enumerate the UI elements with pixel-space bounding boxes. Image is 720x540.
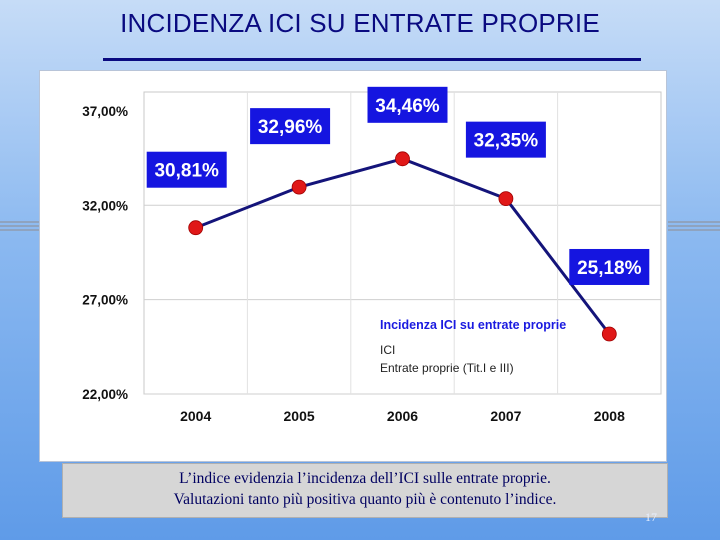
y-tick-label: 32,00% [82, 198, 128, 213]
x-tick-label: 2004 [180, 408, 211, 424]
y-tick-label: 22,00% [82, 387, 128, 402]
chart-frame: 37,00% 32,00% 27,00% 22,00% 2004 2005 2006 200… [40, 71, 666, 461]
data-label-text: 30,81% [154, 161, 219, 182]
y-tick-label: 37,00% [82, 104, 128, 119]
caption-line-2: Valutazioni tanto più positiva quanto pi… [173, 491, 557, 508]
caption-line-1: L’indice evidenzia l’incidenza dell’ICI … [179, 470, 551, 487]
plot-area [143, 91, 662, 395]
data-point-marker [291, 179, 307, 195]
x-tick-label: 2008 [594, 408, 625, 424]
data-label-text: 34,46% [375, 96, 440, 117]
data-point-marker [395, 151, 410, 167]
data-label-box [367, 86, 448, 123]
x-tick-label: 2007 [490, 408, 521, 424]
series-markers [188, 151, 617, 342]
title-underline [103, 58, 641, 61]
data-label-box [146, 151, 227, 188]
data-label-box [465, 121, 546, 158]
gridlines [144, 92, 661, 395]
caption-box: L’indice evidenzia l’incidenza dell’ICI … [62, 463, 668, 518]
legend-line-2: Entrate proprie (Tit.I e III) [380, 361, 514, 375]
data-label: 34,46% [367, 86, 448, 123]
legend-title: Incidenza ICI su entrate proprie [380, 318, 566, 332]
data-label-text: 25,18% [577, 258, 642, 279]
data-label-text: 32,35% [474, 131, 539, 152]
x-axis-tick-labels: 2004 2005 2006 2007 2008 [180, 408, 625, 424]
y-tick-label: 27,00% [82, 293, 128, 308]
data-label-box [250, 108, 331, 145]
data-labels: 30,81% 32,96% 34,46% 32,35% 25,18% [146, 86, 650, 285]
data-label: 32,96% [250, 108, 331, 145]
data-label: 32,35% [465, 121, 546, 158]
data-label: 25,18% [569, 248, 650, 285]
data-label-box [569, 248, 650, 285]
x-tick-label: 2005 [284, 408, 315, 424]
left-decorative-lines [0, 221, 40, 235]
x-tick-label: 2006 [387, 408, 418, 424]
data-point-marker [601, 326, 617, 342]
page-number: 17 [645, 510, 657, 524]
slide-title: INCIDENZA ICI SU ENTRATE PROPRIE [120, 8, 600, 38]
incidence-line-chart: 37,00%32,00%27,00%22,00% 2004 2005 2006 200… [82, 86, 662, 424]
legend-line-1: ICI [380, 343, 395, 357]
data-label-text: 32,96% [258, 117, 323, 138]
legend: Incidenza ICI su entrate proprie ICI Ent… [380, 318, 566, 375]
data-label: 30,81% [146, 151, 227, 188]
data-point-marker [498, 191, 514, 207]
y-axis-tick-labels: 37,00% 32,00% 27,00% 22,00% [82, 104, 128, 402]
data-point-marker [188, 220, 204, 236]
right-decorative-lines [668, 221, 720, 235]
